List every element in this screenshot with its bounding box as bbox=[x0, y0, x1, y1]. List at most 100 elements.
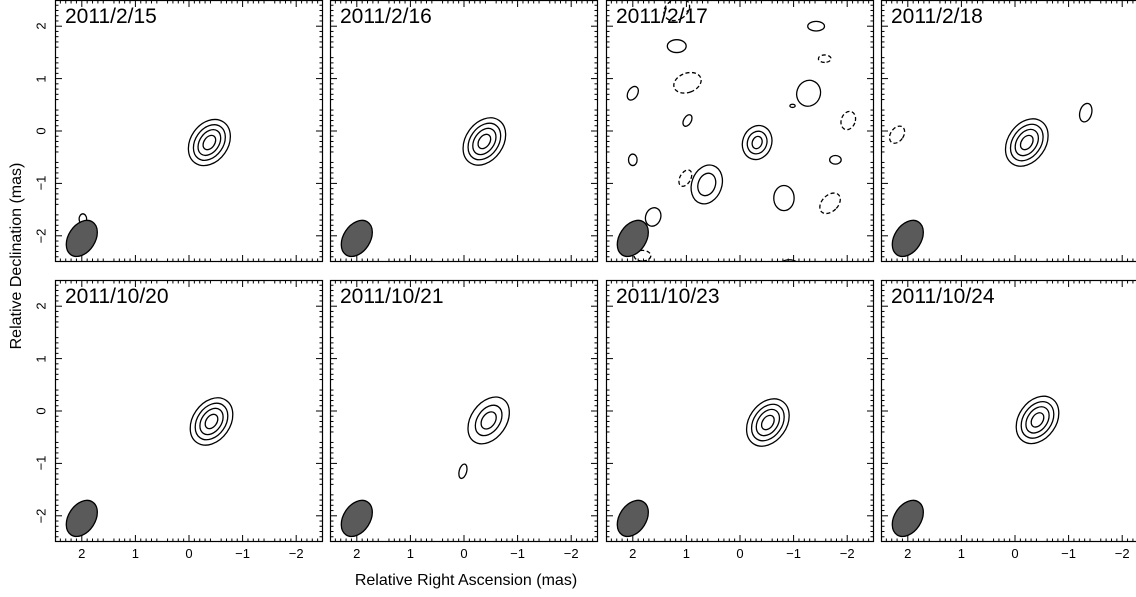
panel-date-label: 2011/10/20 bbox=[65, 285, 169, 308]
y-tick-label: 2 bbox=[33, 302, 49, 310]
y-tick-label: 2 bbox=[33, 22, 49, 30]
contour-level bbox=[644, 207, 662, 227]
contour-level bbox=[1020, 401, 1055, 439]
panel-date-label: 2011/2/18 bbox=[891, 5, 983, 28]
panel-date-label: 2011/10/24 bbox=[891, 285, 995, 308]
beam-ellipse bbox=[65, 499, 98, 538]
contour-level bbox=[472, 127, 497, 156]
map-panel: 2011/2/16 bbox=[329, 0, 599, 263]
negative-contour bbox=[840, 110, 857, 131]
y-axis-label: Relative Declination (mas) bbox=[8, 162, 25, 350]
x-tick-label: 0 bbox=[736, 546, 744, 561]
contour-level bbox=[807, 20, 826, 32]
contour-level bbox=[462, 117, 507, 166]
contour-level bbox=[755, 408, 781, 437]
x-tick-label: 1 bbox=[406, 546, 415, 561]
map-panel: 2011/10/20 2 1 0 −1 −2 −2 −1 0 1 2 bbox=[34, 279, 324, 560]
y-tick-label: −1 bbox=[33, 455, 49, 471]
x-tick-label: 1 bbox=[682, 546, 691, 561]
contour-level bbox=[187, 118, 231, 167]
contour-map bbox=[54, 0, 324, 263]
contour-level bbox=[627, 153, 638, 167]
map-panel: 2011/2/15 −2 −1 0 1 2 bbox=[34, 0, 324, 263]
panel-frame bbox=[880, 0, 1136, 263]
contour-level bbox=[204, 413, 219, 430]
contour-group bbox=[340, 117, 507, 258]
contour-level bbox=[828, 154, 842, 165]
contour-map bbox=[54, 279, 324, 543]
contour-map bbox=[605, 0, 875, 263]
contour-level bbox=[197, 129, 222, 157]
beam-ellipse bbox=[891, 219, 924, 258]
contour-level bbox=[690, 164, 724, 205]
negative-contour bbox=[819, 192, 841, 215]
panel-frame bbox=[329, 0, 599, 263]
axis-ticks bbox=[330, 0, 598, 262]
panel-frame bbox=[54, 0, 324, 263]
negative-contour bbox=[673, 71, 702, 94]
contour-group bbox=[891, 395, 1060, 538]
contour-level bbox=[1015, 395, 1060, 445]
panel-frame bbox=[54, 279, 324, 543]
x-axis-label: Relative Right Ascension (mas) bbox=[354, 572, 578, 589]
map-panel: 2011/10/21 2 1 0 −1 −2 bbox=[329, 279, 599, 560]
panel-frame bbox=[605, 279, 875, 543]
contour-level bbox=[202, 134, 217, 151]
contour-map bbox=[329, 279, 599, 543]
x-tick-label: −1 bbox=[1061, 546, 1077, 561]
panel-date-label: 2011/2/16 bbox=[340, 5, 432, 28]
y-tick-label: 0 bbox=[33, 407, 49, 415]
x-tick-label: 1 bbox=[957, 546, 966, 561]
contour-level bbox=[697, 172, 717, 197]
panel-date-label: 2011/10/21 bbox=[340, 285, 444, 308]
y-tick-label: −2 bbox=[33, 508, 49, 524]
contour-level bbox=[751, 135, 763, 150]
contour-level bbox=[666, 39, 687, 54]
x-tick-label: 0 bbox=[460, 546, 468, 561]
contour-group bbox=[888, 102, 1093, 258]
x-tick-label: −2 bbox=[839, 546, 855, 561]
x-tick-label: −2 bbox=[288, 546, 304, 561]
contour-level bbox=[745, 398, 790, 447]
map-panel: 2011/2/17 bbox=[605, 0, 875, 263]
beam-ellipse bbox=[340, 499, 373, 538]
axis-ticks bbox=[55, 0, 323, 262]
contour-level bbox=[1019, 134, 1034, 151]
contour-level bbox=[1030, 412, 1045, 428]
y-tick-label: −2 bbox=[33, 228, 49, 244]
panel-frame bbox=[605, 0, 875, 263]
x-tick-label: 2 bbox=[353, 546, 361, 561]
contour-level bbox=[199, 407, 224, 436]
negative-contour bbox=[888, 125, 906, 144]
y-tick-label: 1 bbox=[33, 354, 49, 363]
contour-level bbox=[773, 184, 795, 212]
x-tick-label: −1 bbox=[235, 546, 251, 561]
y-tick-label: 0 bbox=[33, 127, 49, 135]
y-tick-label: 1 bbox=[33, 74, 49, 83]
beam-ellipse bbox=[65, 219, 98, 258]
contour-level bbox=[1025, 406, 1050, 434]
contour-level bbox=[474, 404, 503, 437]
panel-frame bbox=[329, 279, 599, 543]
contour-map bbox=[605, 279, 875, 543]
contour-level bbox=[467, 396, 510, 445]
beam-ellipse bbox=[340, 219, 373, 258]
beam-ellipse bbox=[891, 499, 924, 538]
contour-level bbox=[1009, 123, 1044, 162]
contour-level bbox=[1014, 128, 1040, 157]
contour-level bbox=[760, 414, 775, 431]
panel-date-label: 2011/10/23 bbox=[616, 285, 720, 308]
x-tick-label: 0 bbox=[1011, 546, 1019, 561]
contour-level bbox=[189, 397, 234, 446]
panel-date-label: 2011/2/17 bbox=[616, 5, 708, 28]
contour-group bbox=[65, 397, 234, 538]
contour-level bbox=[789, 103, 796, 109]
x-tick-label: −1 bbox=[786, 546, 802, 561]
y-tick-label: −1 bbox=[33, 175, 49, 191]
beam-ellipse bbox=[616, 219, 649, 258]
panel-frame bbox=[880, 279, 1136, 543]
x-tick-label: −2 bbox=[1114, 546, 1130, 561]
contour-group bbox=[616, 398, 790, 538]
contour-level bbox=[192, 124, 226, 161]
